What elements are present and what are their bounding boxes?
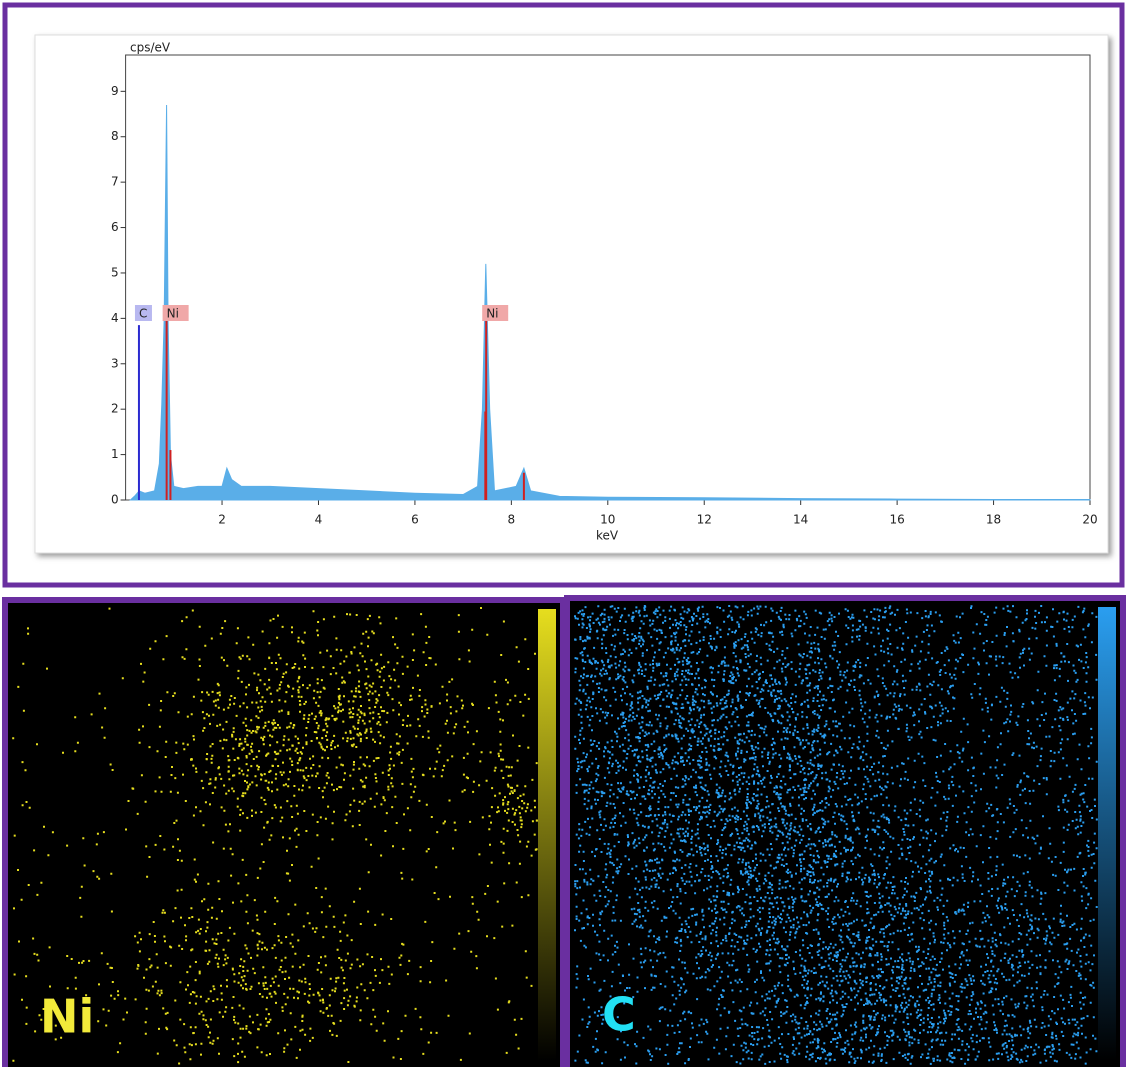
x-tick-label: 6: [411, 513, 419, 527]
y-tick-label: 1: [111, 447, 119, 461]
y-tick-label: 8: [111, 129, 119, 143]
x-tick-label: 10: [600, 513, 615, 527]
y-tick-label: 7: [111, 175, 119, 189]
x-tick-label: 20: [1082, 513, 1097, 527]
map-border: [2, 597, 566, 1071]
y-axis-label: cps/eV: [130, 41, 171, 55]
y-tick-label: 6: [111, 220, 119, 234]
y-tick-label: 5: [111, 265, 119, 279]
element-map: C: [564, 595, 1126, 1071]
y-tick-label: 3: [111, 356, 119, 370]
colorbar: [1098, 607, 1116, 1061]
x-tick-label: 8: [508, 513, 516, 527]
y-tick-label: 9: [111, 84, 119, 98]
spectrum-area: [129, 104, 1091, 501]
element-label-box: [162, 305, 189, 321]
x-tick-label: 12: [697, 513, 712, 527]
element-label-box: [134, 305, 152, 321]
y-tick-label: 2: [111, 402, 119, 416]
element-label: Ni: [167, 307, 179, 321]
element-label-box: [482, 305, 509, 321]
element-label: C: [139, 307, 147, 321]
spectrum-frame: [34, 34, 1109, 554]
y-tick-label: 4: [111, 311, 119, 325]
map-background: [567, 598, 1123, 1067]
x-tick-label: 16: [889, 513, 904, 527]
map-label: Ni: [40, 990, 94, 1044]
x-tick-label: 2: [218, 513, 226, 527]
map-label: C: [602, 988, 636, 1042]
element-map: Ni: [2, 597, 566, 1071]
x-tick-label: 18: [986, 513, 1001, 527]
x-tick-label: 4: [315, 513, 323, 527]
y-tick-label: 0: [111, 493, 119, 507]
x-axis-label: keV: [596, 529, 619, 543]
colorbar: [538, 609, 556, 1061]
element-label: Ni: [486, 307, 498, 321]
x-tick-label: 14: [793, 513, 808, 527]
map-border: [564, 595, 1126, 1071]
map-dots: [574, 605, 1098, 1065]
